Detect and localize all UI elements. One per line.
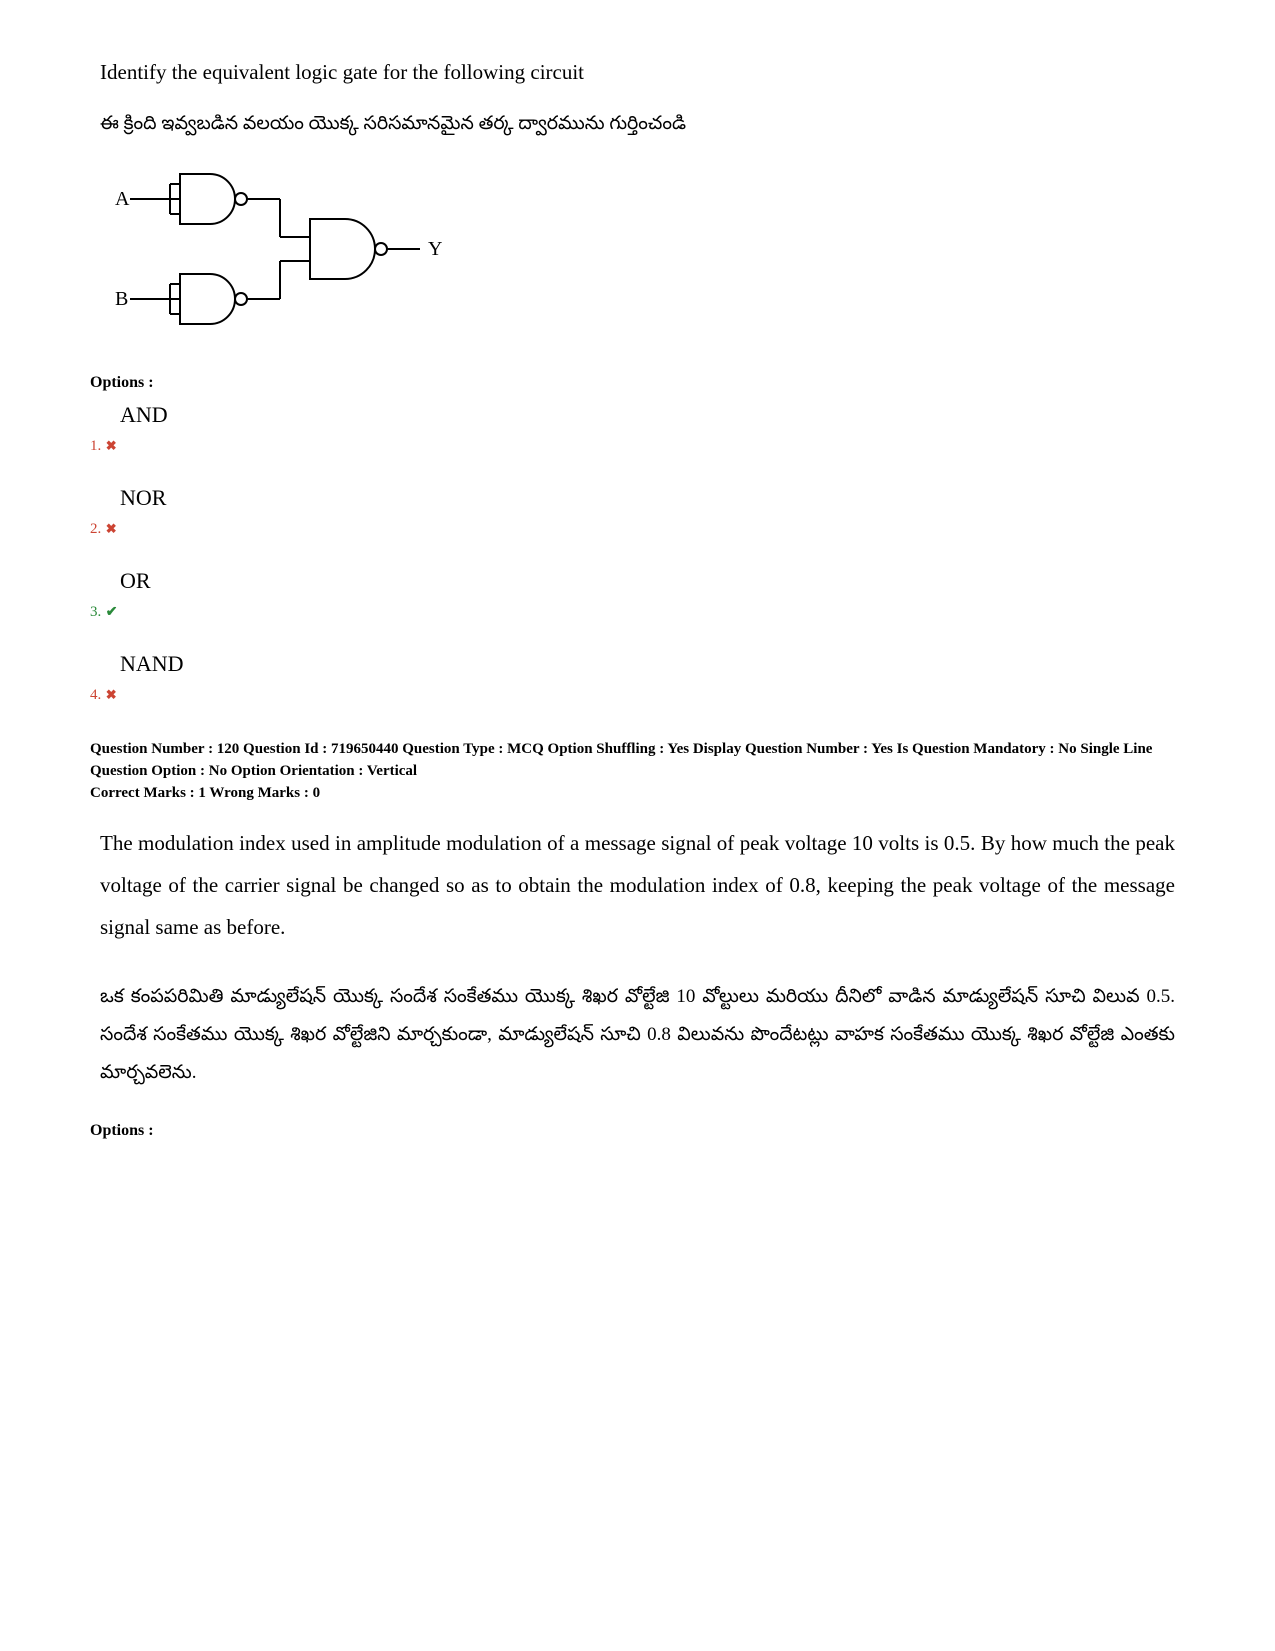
q1-text-en: Identify the equivalent logic gate for t…	[100, 60, 1185, 85]
q1-text-te: ఈ క్రింది ఇవ్వబడిన వలయం యొక్క సరిసమానమైన…	[100, 113, 1185, 139]
option-number: 2.	[90, 521, 101, 537]
option-value: AND	[120, 402, 1185, 428]
option-value: OR	[120, 568, 1185, 594]
option-row: OR 3. ✔	[90, 568, 1185, 621]
option-value: NAND	[120, 651, 1185, 677]
option-number: 4.	[90, 687, 101, 703]
option-row: AND 1. ✖	[90, 402, 1185, 455]
meta-line1: Question Number : 120 Question Id : 7196…	[90, 739, 1185, 783]
label-y: Y	[428, 238, 442, 260]
options-label-2: Options :	[90, 1122, 1185, 1140]
cross-icon: ✖	[106, 687, 117, 702]
cross-icon: ✖	[106, 438, 117, 453]
circuit-diagram: A B Y	[110, 159, 1185, 354]
q2-text-te: ఒక కంపపరిమితి మాడ్యులేషన్ యొక్క సందేశ సం…	[100, 978, 1175, 1092]
q2-text-en: The modulation index used in amplitude m…	[100, 822, 1175, 948]
question-meta: Question Number : 120 Question Id : 7196…	[90, 739, 1185, 804]
option-row: NOR 2. ✖	[90, 485, 1185, 538]
option-number: 1.	[90, 438, 101, 454]
options-label: Options :	[90, 374, 1185, 392]
label-b: B	[115, 288, 128, 310]
check-icon: ✔	[106, 605, 118, 620]
option-number: 3.	[90, 604, 101, 620]
cross-icon: ✖	[106, 521, 117, 536]
meta-line2: Correct Marks : 1 Wrong Marks : 0	[90, 783, 1185, 805]
option-row: NAND 4. ✖	[90, 651, 1185, 704]
label-a: A	[115, 188, 130, 210]
option-value: NOR	[120, 485, 1185, 511]
